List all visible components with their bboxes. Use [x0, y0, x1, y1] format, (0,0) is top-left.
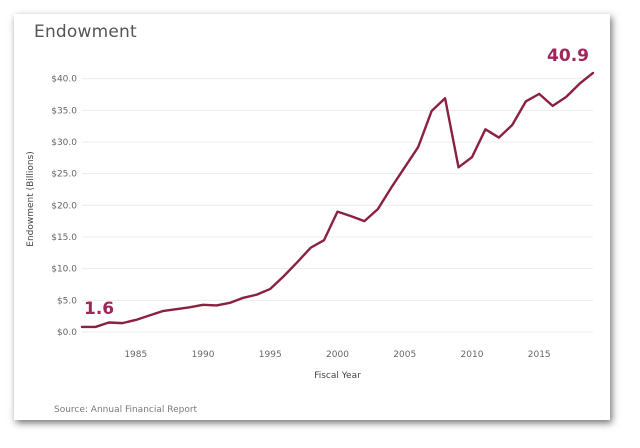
x-tick-label: 2010 — [461, 350, 484, 360]
x-tick-label: 2005 — [393, 350, 416, 360]
series-line-group — [80, 71, 595, 329]
gridlines — [82, 78, 593, 333]
y-tick-label: $5.0 — [57, 296, 77, 306]
chart-card: Endowment Source: Annual Financial Repor… — [14, 14, 610, 420]
annotations: 1.6 40.9 — [84, 46, 589, 319]
x-axis-ticks: 1985 1990 1995 2000 2005 2010 2015 — [124, 350, 550, 360]
y-tick-label: $35.0 — [51, 106, 77, 116]
chart-title: Endowment — [34, 22, 137, 42]
y-tick-label: $0.0 — [57, 328, 77, 338]
x-tick-label: 2000 — [326, 350, 349, 360]
start-value-annotation: 1.6 — [84, 299, 114, 319]
y-axis-label: Endowment (Billions) — [26, 151, 36, 246]
end-value-annotation: 40.9 — [547, 46, 589, 66]
x-axis-label: Fiscal Year — [314, 371, 361, 381]
x-tick-label: 1995 — [259, 350, 282, 360]
x-tick-label: 2015 — [528, 350, 551, 360]
y-tick-label: $20.0 — [51, 201, 77, 211]
y-tick-label: $25.0 — [51, 170, 77, 180]
y-tick-label: $10.0 — [51, 265, 77, 275]
x-tick-label: 1985 — [124, 350, 147, 360]
y-tick-label: $15.0 — [51, 233, 77, 243]
y-axis-ticks: $0.0 $5.0 $10.0 $15.0 $20.0 $25.0 $30.0 $35.0 $4… — [51, 75, 77, 338]
source-note: Source: Annual Financial Report — [54, 405, 198, 415]
x-tick-label: 1990 — [192, 350, 215, 360]
y-tick-label: $40.0 — [51, 75, 77, 85]
series-line — [80, 71, 595, 329]
y-tick-label: $30.0 — [51, 138, 77, 148]
